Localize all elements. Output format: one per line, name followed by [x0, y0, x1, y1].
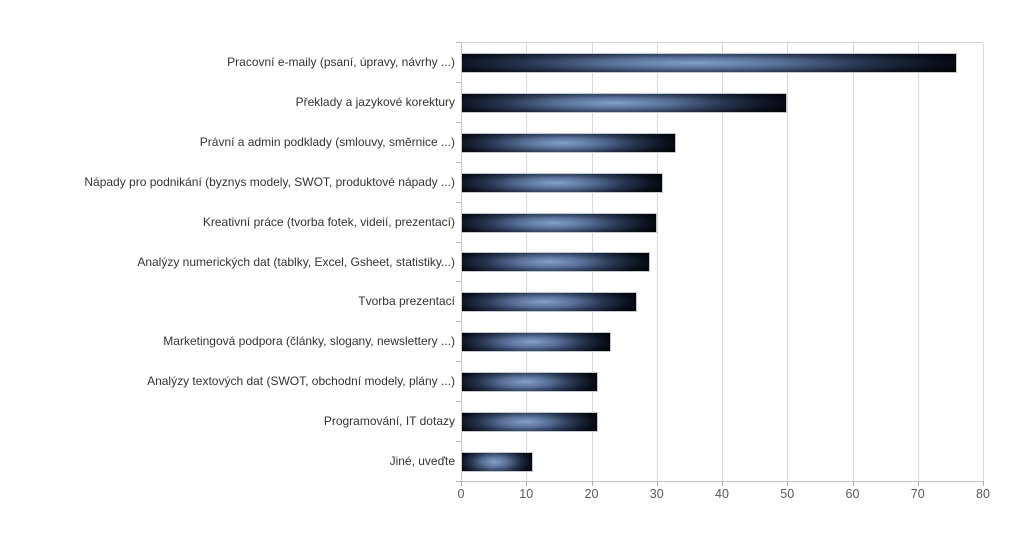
bar-3 — [461, 172, 664, 193]
category-axis-tick — [456, 81, 461, 83]
bar-9 — [461, 412, 599, 433]
category-axis-tick — [456, 441, 461, 443]
gridline-x-40 — [722, 43, 723, 482]
x-tick-label: 40 — [715, 487, 729, 501]
category-label: Nápady pro podnikání (byznys modely, SWO… — [84, 174, 455, 189]
category-axis-tick — [456, 481, 461, 482]
x-tick-label: 30 — [649, 487, 664, 501]
x-axis-tick — [787, 481, 789, 486]
category-axis-tick — [456, 241, 461, 243]
bar-5 — [461, 252, 651, 273]
category-label: Pracovní e-maily (psaní, úpravy, návrhy … — [227, 54, 455, 69]
bar-1 — [461, 92, 788, 113]
x-tick-label: 20 — [584, 487, 599, 501]
category-axis-tick — [456, 321, 461, 323]
category-label: Analýzy textových dat (SWOT, obchodní mo… — [147, 374, 455, 389]
x-tick-label: 80 — [976, 487, 990, 501]
category-label: Marketingová podpora (články, slogany, n… — [163, 334, 455, 349]
bar-0 — [461, 52, 957, 73]
bar-row — [461, 362, 983, 402]
x-tick-label: 50 — [780, 487, 795, 501]
category-axis-tick — [456, 42, 461, 43]
category-axis-tick — [456, 161, 461, 163]
x-tick-label: 70 — [910, 487, 925, 501]
x-tick-label: 60 — [845, 487, 860, 501]
x-axis-tick — [656, 481, 658, 486]
category-axis-tick — [456, 401, 461, 403]
category-axis-tick — [456, 201, 461, 203]
bar-10 — [461, 452, 533, 473]
category-label: Programování, IT dotazy — [323, 414, 455, 429]
bar-8 — [461, 372, 599, 393]
category-axis-tick — [456, 361, 461, 363]
x-tick-label: 0 — [457, 487, 465, 501]
gridline-x-60 — [852, 43, 854, 482]
x-axis-tick — [852, 481, 854, 486]
bar-6 — [461, 292, 638, 313]
bar-row — [461, 442, 983, 482]
x-tick-label: 10 — [519, 487, 534, 501]
bar-row — [461, 322, 983, 362]
x-axis-tick — [983, 481, 984, 486]
bar-4 — [461, 212, 657, 233]
category-label: Kreativní práce (tvorba fotek, videií, p… — [202, 214, 455, 229]
bar-7 — [461, 332, 612, 353]
x-axis-tick — [917, 481, 919, 486]
bar-row — [461, 83, 983, 123]
gridline-x-80 — [983, 43, 984, 482]
x-axis-tick — [526, 481, 528, 486]
bar-row — [461, 43, 983, 83]
x-axis-tick — [591, 481, 593, 486]
bar-row — [461, 123, 983, 163]
x-axis-tick — [722, 481, 723, 486]
plot-area — [461, 42, 984, 482]
gridline-x-70 — [917, 43, 919, 482]
x-axis-tick — [461, 481, 462, 486]
category-label: Analýzy numerických dat (tablky, Excel, … — [137, 254, 455, 269]
category-label: Právní a admin podklady (smlouvy, směrni… — [199, 134, 455, 149]
bar-2 — [461, 132, 677, 153]
gridline-x-50 — [787, 43, 789, 482]
bar-row — [461, 282, 983, 322]
category-label: Tvorba prezentací — [358, 294, 455, 309]
bar-row — [461, 163, 983, 203]
category-label: Překlady a jazykové korektury — [295, 94, 455, 109]
bar-row — [461, 243, 983, 283]
category-label: Jiné, uveďte — [389, 454, 455, 469]
gridline-x-30 — [656, 43, 658, 482]
bar-row — [461, 402, 983, 442]
bar-row — [461, 203, 983, 243]
category-axis-tick — [456, 121, 461, 123]
category-axis-tick — [456, 281, 461, 283]
